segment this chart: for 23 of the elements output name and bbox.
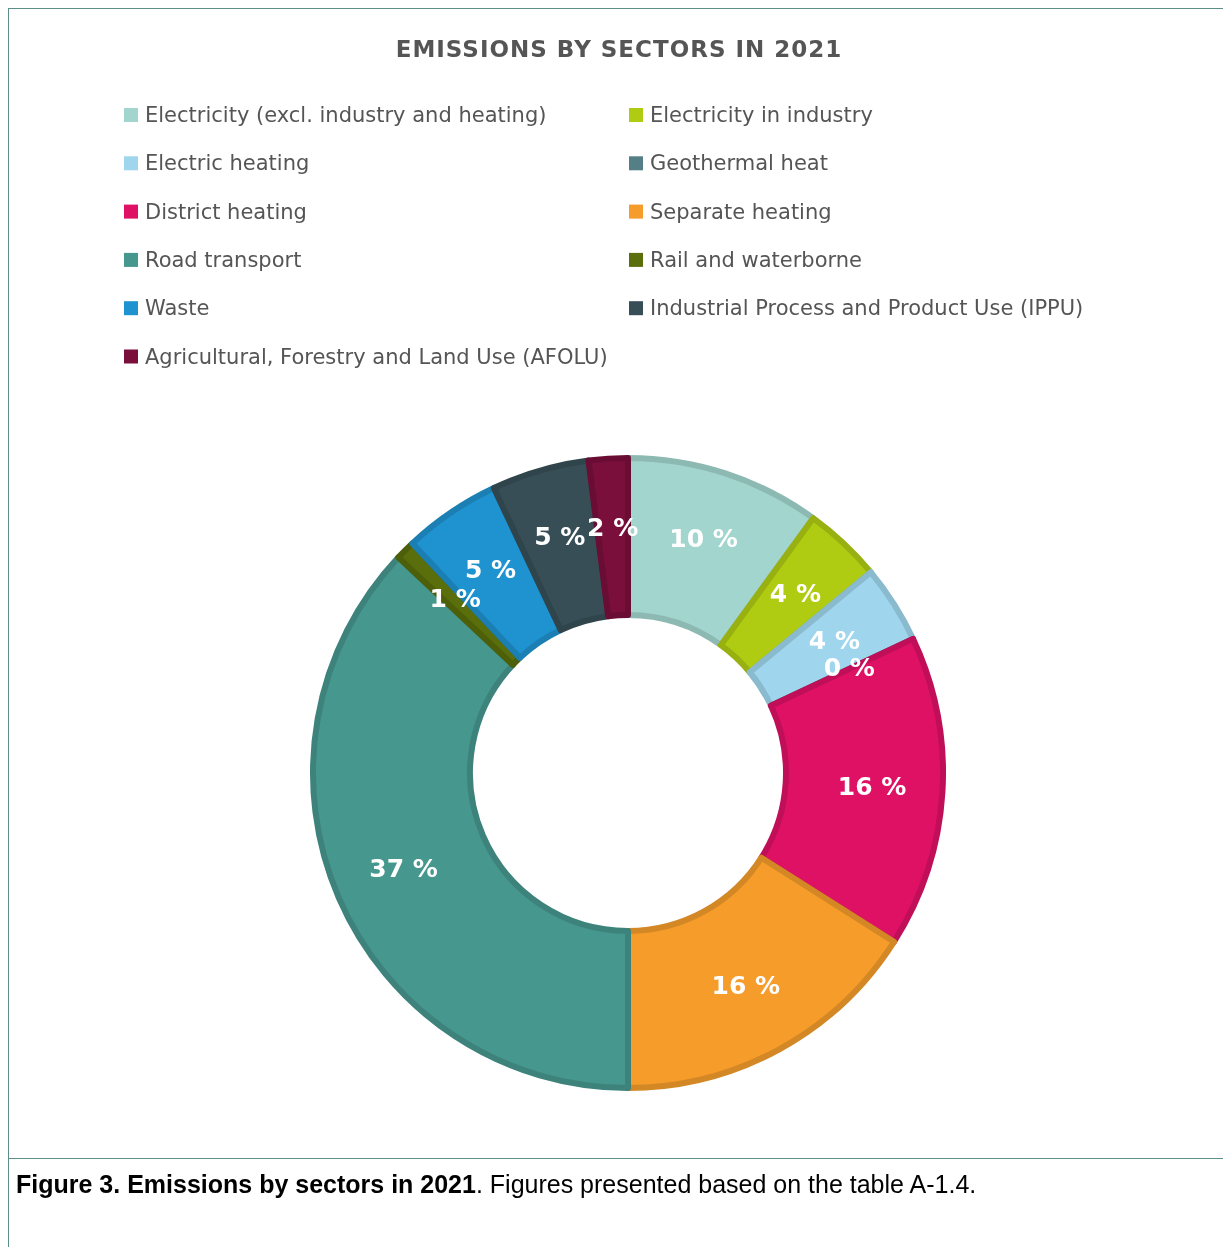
legend-label: Road transport <box>145 247 302 272</box>
data-label: 10 % <box>669 524 738 554</box>
data-label: 37 % <box>369 854 438 884</box>
data-label: 16 % <box>711 971 781 1001</box>
data-label: 1 % <box>429 584 481 614</box>
legend-label: Electricity (excl. industry and heating) <box>145 103 547 127</box>
caption: Figure 3. Emissions by sectors in 2021 <box>16 1169 477 1198</box>
text: . Figures presented based on the table A-1.4. <box>475 1169 977 1198</box>
legend-label: Geothermal heat <box>650 151 828 176</box>
chart-title: EMISSIONS BY SECTORS IN 2021 <box>395 36 843 62</box>
data-label: 4 % <box>808 625 861 655</box>
data-label: 5 % <box>464 554 517 584</box>
legend-label: Rail and waterborne <box>650 247 863 272</box>
legend-label: Industrial Process and Product Use (IPPU) <box>650 296 1084 321</box>
legend-label: Waste <box>145 296 210 321</box>
legend-label: District heating <box>145 199 307 224</box>
data-label: 16 % <box>837 772 907 802</box>
data-label: 4 % <box>769 578 821 608</box>
legend-label: Agricultural, Forestry and Land Use (AFOLU) <box>145 344 608 369</box>
legend-label: Separate heating <box>650 199 832 224</box>
legend-label: Electric heating <box>145 151 310 176</box>
data-label: 5 % <box>534 522 586 552</box>
legend-label: Electricity in industry <box>650 103 873 127</box>
